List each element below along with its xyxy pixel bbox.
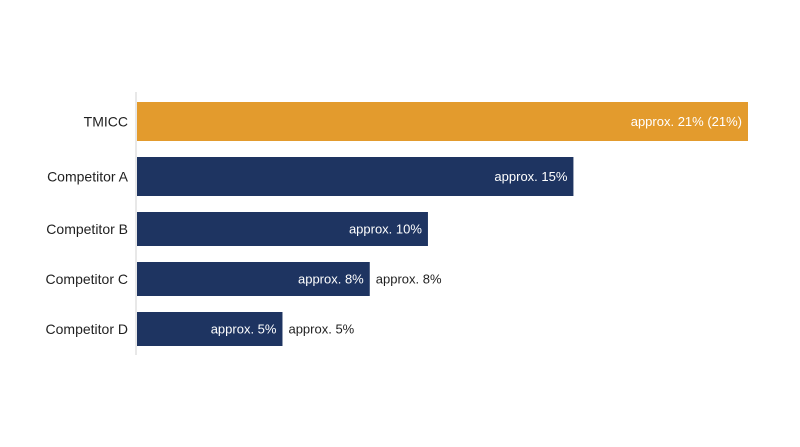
bar-competitor-b [137,212,428,246]
bar-competitor-c [137,262,370,296]
category-label: Competitor A [47,169,129,185]
data-label-inside: approx. 8% [298,272,364,287]
category-label: TMICC [84,114,128,130]
category-label: Competitor B [46,221,128,237]
data-label-inside: approx. 15% [494,169,567,184]
data-label-inside: approx. 10% [349,222,422,237]
category-label: Competitor C [46,271,128,287]
category-label: Competitor D [46,321,128,337]
data-label-inside: approx. 21% (21%) [631,114,742,129]
bar-competitor-d [137,312,283,346]
data-label-inside: approx. 5% [211,322,277,337]
bars-group: TMICC approx. 21% (21%) Competitor A approx… [46,102,748,346]
bar-tmicc [137,102,748,141]
data-label-outside: approx. 8% [376,272,442,287]
data-label-outside: approx. 5% [288,322,354,337]
bar-competitor-a [137,157,574,196]
